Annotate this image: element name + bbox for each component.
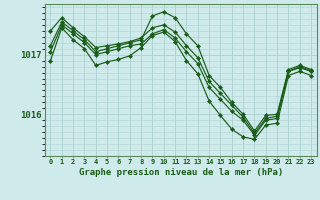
X-axis label: Graphe pression niveau de la mer (hPa): Graphe pression niveau de la mer (hPa) bbox=[79, 168, 283, 177]
